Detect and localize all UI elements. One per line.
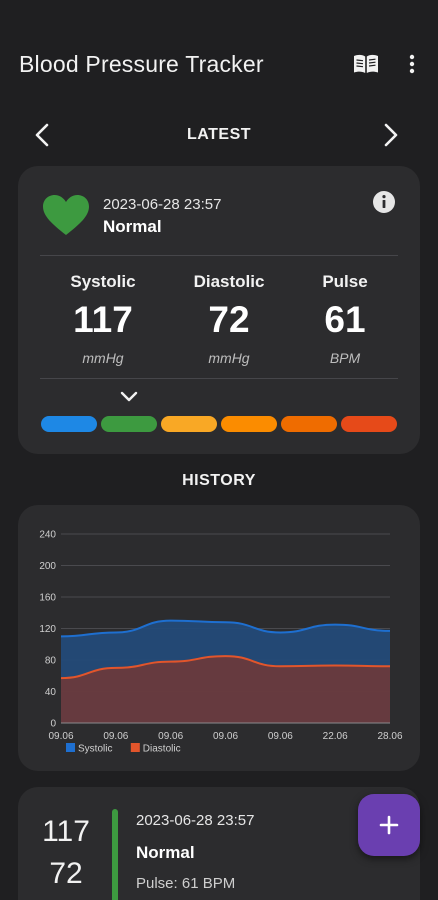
systolic-metric: Systolic 117 mmHg [48,272,158,366]
metric-value: 72 [208,299,250,340]
chevron-left-icon[interactable] [30,122,56,148]
legend-swatch [130,743,140,752]
series-area-diastolic [61,656,390,723]
metric-unit: BPM [329,350,361,366]
chevron-right-icon[interactable] [377,122,403,148]
scale-segment [160,416,218,432]
bp-category-scale [41,416,397,432]
latest-heading: LATEST [186,126,252,143]
latest-date: 2023-06-28 23:57 [103,196,222,213]
metric-label: Diastolic [193,272,265,291]
add-reading-button[interactable] [358,794,420,856]
reading-list-item[interactable]: 117 72 2023-06-28 23:57 Normal Pulse: 61… [18,787,420,900]
more-vertical-icon[interactable] [402,52,422,76]
divider [40,378,398,379]
book-open-icon[interactable] [352,52,380,76]
history-chart: 0 40 80 120 160 200 240 09.06 09.06 09.06 09.06 09.… [39,530,403,755]
series-line-diastolic [60,655,391,680]
y-tick-label: 200 [39,561,56,572]
record-date: 2023-06-28 23:57 [136,812,255,829]
record-status-bar [112,809,118,900]
metric-value: 117 [73,299,133,340]
legend-label: Systolic [78,744,112,755]
divider [40,255,398,256]
latest-reading-card[interactable]: 2023-06-28 23:57 Normal Systolic 117 mmH… [18,166,420,454]
diastolic-metric: Diastolic 72 mmHg [174,272,284,366]
x-tick-label: 09.06 [158,731,183,742]
x-tick-label: 09.06 [268,731,293,742]
x-tick-label: 09.06 [213,731,238,742]
metric-value: 61 [324,299,366,340]
y-tick-label: 40 [45,687,57,698]
record-pulse: Pulse: 61 BPM [136,875,236,892]
scale-segment [41,416,98,432]
chevron-down-icon [120,391,138,402]
x-tick-label: 09.06 [103,731,128,742]
record-systolic: 117 [42,815,90,848]
y-tick-label: 160 [39,593,56,604]
scale-segment [220,416,278,432]
app-title: Blood Pressure Tracker [19,51,264,77]
metric-unit: mmHg [82,350,124,366]
record-diastolic: 72 [49,857,83,890]
history-heading: HISTORY [182,472,256,489]
pulse-metric: Pulse 61 BPM [290,272,400,366]
record-status: Normal [136,843,195,862]
info-icon[interactable] [372,190,396,214]
y-tick-label: 120 [39,624,56,635]
legend-label: Diastolic [143,744,181,755]
x-tick-label: 22.06 [323,731,348,742]
scale-segment [340,416,397,432]
scale-segment [100,416,158,432]
scale-segment [280,416,338,432]
x-tick-label: 09.06 [48,731,73,742]
y-tick-label: 0 [50,719,56,730]
x-tick-label: 28.06 [377,731,402,742]
plus-icon [379,815,399,835]
latest-status: Normal [103,217,162,236]
app-bar: Blood Pressure Tracker [0,40,438,88]
y-tick-label: 80 [45,656,57,667]
heart-icon [43,195,89,235]
metric-label: Systolic [70,272,136,291]
metric-unit: mmHg [208,350,250,366]
legend-swatch [66,743,75,752]
metric-label: Pulse [322,272,368,291]
latest-navigation: LATEST [0,118,438,152]
history-chart-card[interactable]: 0 40 80 120 160 200 240 09.06 09.06 09.06 09.06 09.… [18,505,420,771]
y-tick-label: 240 [39,530,56,541]
series-line-systolic [60,619,391,638]
